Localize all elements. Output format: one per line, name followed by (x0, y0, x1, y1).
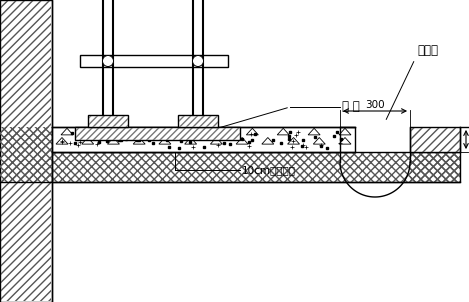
Polygon shape (246, 128, 258, 135)
Circle shape (192, 56, 204, 66)
Polygon shape (185, 137, 197, 144)
Text: 300: 300 (365, 100, 385, 110)
Polygon shape (211, 137, 222, 144)
Bar (178, 115, 218, 127)
Bar (76, 127, 240, 140)
Polygon shape (215, 128, 227, 135)
Bar (179, 115, 218, 127)
Bar (1, 1, 51, 301)
Bar (89, 115, 128, 127)
Polygon shape (236, 137, 248, 144)
Bar (0, 127, 52, 182)
Text: 10cm厚混凝土: 10cm厚混凝土 (242, 165, 296, 175)
Bar (410, 152, 460, 182)
Bar (88, 115, 128, 127)
Bar (52, 127, 355, 152)
Polygon shape (154, 128, 166, 135)
Polygon shape (313, 137, 325, 144)
Text: 垒 木: 垒 木 (342, 101, 360, 114)
Polygon shape (133, 137, 145, 144)
Polygon shape (308, 128, 320, 135)
Bar (52, 152, 460, 182)
Polygon shape (56, 137, 68, 144)
Text: 排水沟: 排水沟 (417, 44, 438, 57)
Bar (75, 127, 240, 140)
Polygon shape (61, 128, 73, 135)
Polygon shape (339, 128, 351, 135)
Bar (0, 0, 52, 302)
Bar (80, 55, 228, 67)
Circle shape (103, 56, 113, 66)
Polygon shape (82, 137, 94, 144)
Polygon shape (339, 137, 351, 144)
Polygon shape (287, 137, 300, 144)
Bar (410, 127, 460, 152)
Bar (410, 127, 460, 152)
Polygon shape (159, 137, 171, 144)
Polygon shape (185, 128, 197, 135)
Polygon shape (262, 137, 274, 144)
Polygon shape (92, 128, 104, 135)
Polygon shape (277, 128, 289, 135)
Bar (53, 153, 460, 182)
Polygon shape (123, 128, 135, 135)
Polygon shape (107, 137, 120, 144)
